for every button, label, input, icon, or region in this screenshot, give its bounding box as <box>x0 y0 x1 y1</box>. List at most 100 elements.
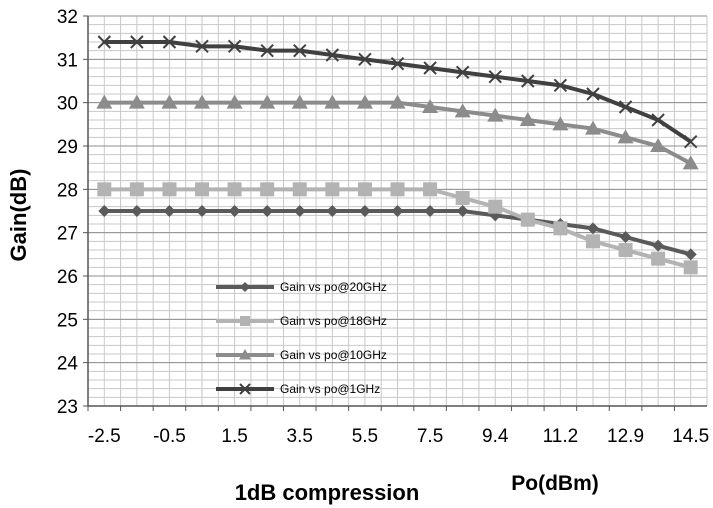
x-tick-label: 5.5 <box>352 426 378 447</box>
x-tick-label: 11.2 <box>543 426 579 447</box>
data-point-diamond <box>228 205 241 217</box>
data-point-diamond <box>424 205 437 217</box>
axes <box>87 16 707 407</box>
data-point-triangle <box>617 129 634 144</box>
data-point-diamond <box>652 239 665 252</box>
data-point-diamond <box>358 205 371 217</box>
y-tick-label: 26 <box>57 267 78 288</box>
data-point-square <box>651 251 666 266</box>
data-point-square <box>390 182 405 197</box>
data-point-diamond <box>684 248 697 261</box>
data-point-x <box>195 39 209 54</box>
series-diamond <box>98 205 697 261</box>
data-point-triangle <box>650 138 667 152</box>
data-point-x <box>358 52 372 67</box>
x-tick-label: 14.5 <box>672 426 709 447</box>
data-point-triangle <box>239 349 251 360</box>
data-point-x <box>293 43 307 58</box>
data-point-square <box>488 199 503 214</box>
data-point-diamond <box>261 205 274 217</box>
data-point-diamond <box>619 231 632 243</box>
data-point-triangle <box>356 94 373 109</box>
data-point-square <box>357 182 372 197</box>
y-tick-label: 25 <box>57 310 78 331</box>
x-tick-label: 3.5 <box>287 426 313 447</box>
data-point-x <box>684 134 698 149</box>
x-tick-label: 9.4 <box>482 426 509 447</box>
y-tick-label: 27 <box>57 224 78 245</box>
data-point-square <box>162 182 177 197</box>
y-tick-label: 30 <box>57 94 78 115</box>
series-square <box>97 182 698 275</box>
bottom-caption: 1dB compression <box>235 480 420 505</box>
x-axis-title: Po(dBm) <box>511 472 599 495</box>
data-point-x <box>325 48 340 62</box>
legend-entry: Gain vs po@1GHz <box>216 382 380 396</box>
data-point-x <box>488 69 502 84</box>
legend-entry: Gain vs po@18GHz <box>216 314 387 328</box>
data-point-x <box>97 35 111 49</box>
data-point-triangle <box>291 94 308 109</box>
data-point-triangle <box>552 116 569 131</box>
data-point-triangle <box>128 94 145 109</box>
data-point-x <box>651 113 665 127</box>
y-tick-label: 31 <box>57 50 78 71</box>
data-point-triangle <box>226 94 243 109</box>
y-tick-label: 28 <box>57 180 78 201</box>
data-point-diamond <box>391 205 404 217</box>
data-point-diamond <box>130 205 143 217</box>
x-tick-label: 1.5 <box>221 426 247 447</box>
data-point-diamond <box>586 222 599 235</box>
y-tick-label: 32 <box>57 7 78 28</box>
legend-label: Gain vs po@1GHz <box>280 382 380 396</box>
data-point-diamond <box>293 205 306 217</box>
data-point-square <box>240 316 250 326</box>
legend: Gain vs po@20GHz Gain vs po@18GHz Gain vs … <box>216 280 387 396</box>
data-point-x <box>239 383 251 395</box>
data-point-triangle <box>454 103 471 118</box>
data-point-triangle <box>519 112 536 126</box>
legend-entry: Gain vs po@10GHz <box>216 348 387 362</box>
data-point-square <box>455 191 470 205</box>
data-point-triangle <box>259 94 276 109</box>
data-point-square <box>520 212 535 227</box>
data-point-diamond <box>456 205 469 217</box>
data-point-x <box>162 35 177 49</box>
data-point-square <box>292 182 307 197</box>
data-point-x <box>390 56 405 71</box>
data-point-diamond <box>240 282 250 292</box>
x-tick-label: 12.9 <box>607 426 644 447</box>
data-point-square <box>195 182 210 197</box>
data-point-diamond <box>326 205 339 217</box>
data-point-triangle <box>422 99 439 113</box>
y-tick-label: 23 <box>57 397 78 418</box>
data-point-square <box>585 234 600 249</box>
legend-label: Gain vs po@10GHz <box>280 348 387 362</box>
x-tick-label: -0.5 <box>153 426 186 447</box>
data-point-square <box>618 243 633 257</box>
legend-label: Gain vs po@20GHz <box>280 280 387 294</box>
x-tick-label: -2.5 <box>88 426 121 447</box>
grid <box>87 15 708 407</box>
data-point-x <box>455 65 470 80</box>
data-point-diamond <box>163 205 176 217</box>
data-point-square <box>260 182 275 197</box>
data-point-square <box>423 182 438 197</box>
data-point-triangle <box>487 107 504 122</box>
series-x <box>97 35 698 149</box>
y-tick-label: 29 <box>57 137 78 158</box>
data-point-triangle <box>161 94 178 109</box>
data-point-triangle <box>194 94 211 109</box>
data-point-square <box>325 182 340 197</box>
data-point-triangle <box>389 94 406 109</box>
series-triangle <box>96 94 699 170</box>
data-point-diamond <box>98 205 111 217</box>
data-point-x <box>618 100 633 114</box>
series-lines <box>96 35 699 275</box>
x-tick-labels: -2.5 -0.5 1.5 3.5 5.5 7.5 9.4 11.2 12.9 14.5 <box>87 406 709 447</box>
y-tick-label: 24 <box>57 354 79 375</box>
legend-entry: Gain vs po@20GHz <box>216 280 387 294</box>
y-axis-title: Gain(dB) <box>6 169 31 262</box>
data-point-x <box>260 43 274 58</box>
